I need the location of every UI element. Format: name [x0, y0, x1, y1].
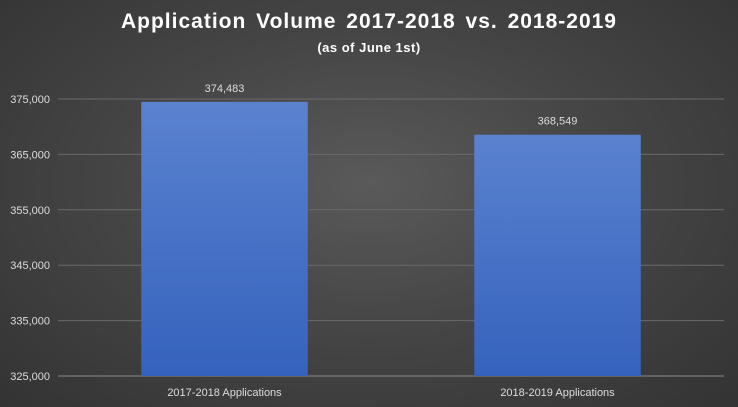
x-tick-label: 2018-2019 Applications — [500, 387, 615, 399]
data-label: 368,549 — [538, 116, 578, 128]
y-tick-label: 345,000 — [10, 260, 50, 272]
y-tick-label: 365,000 — [10, 149, 50, 161]
y-tick-label: 335,000 — [10, 316, 50, 328]
chart-subtitle: (as of June 1st) — [317, 40, 421, 55]
y-tick-label: 375,000 — [10, 94, 50, 106]
bar — [474, 134, 641, 376]
x-tick-label: 2017-2018 Applications — [167, 387, 282, 399]
chart-title: Application Volume 2017-2018 vs. 2018-20… — [120, 10, 617, 33]
y-tick-label: 325,000 — [10, 371, 50, 383]
data-label: 374,483 — [205, 83, 245, 95]
y-tick-label: 355,000 — [10, 205, 50, 217]
bar — [141, 101, 308, 376]
